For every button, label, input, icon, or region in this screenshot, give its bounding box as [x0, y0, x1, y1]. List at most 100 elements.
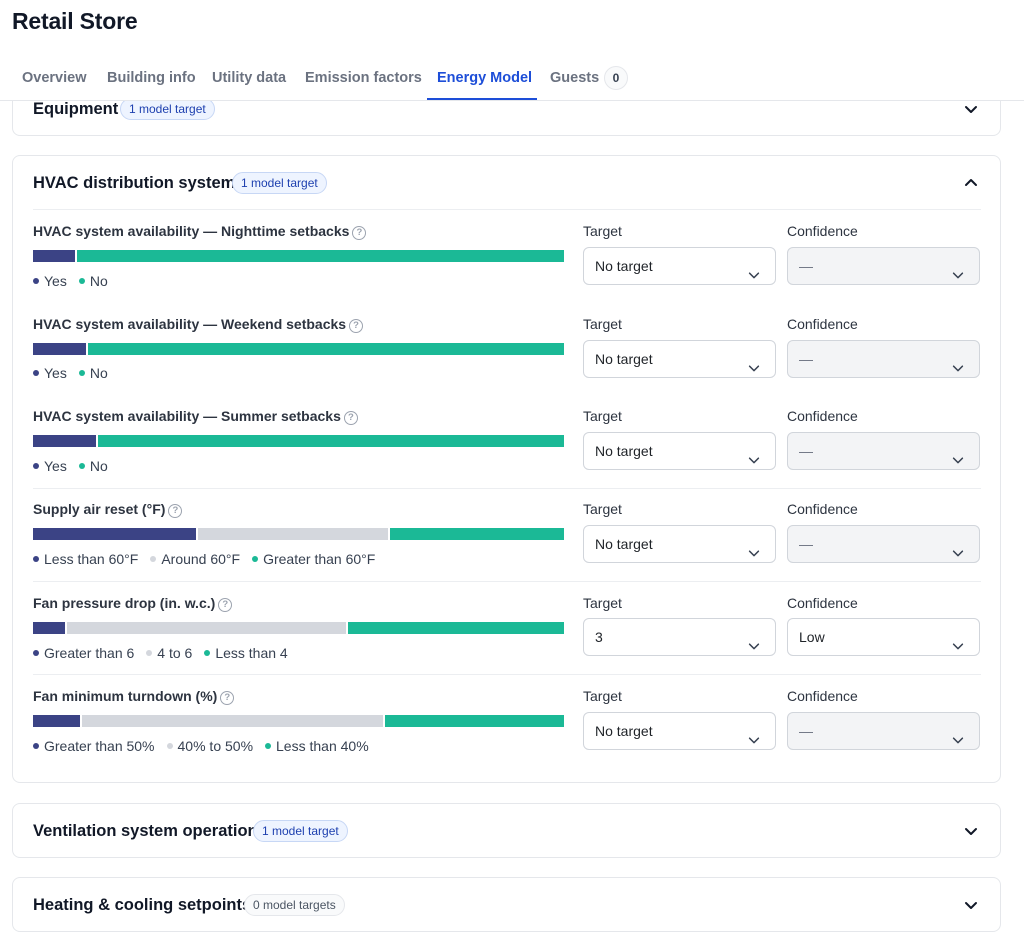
legend-label: 4 to 6: [157, 645, 193, 661]
legend-item: Greater than 6: [33, 645, 134, 661]
distribution-bar: [33, 715, 565, 727]
chevron-down-icon[interactable]: [963, 101, 979, 117]
target-select[interactable]: No target: [583, 340, 776, 378]
section-heating-cooling-setpoints[interactable]: Heating & cooling setpoints 0 model targ…: [12, 877, 1001, 932]
legend-label: Greater than 6: [44, 645, 135, 661]
confidence-label: Confidence: [787, 501, 858, 517]
chevron-down-icon: [747, 724, 761, 760]
question-label: HVAC system availability — Summer setbac…: [33, 408, 358, 425]
question-label: Supply air reset (°F)?: [33, 501, 183, 518]
target-select[interactable]: No target: [583, 247, 776, 285]
section-title: Heating & cooling setpoints: [33, 896, 252, 914]
chevron-down-icon: [747, 444, 761, 480]
chevron-down-icon: [951, 352, 965, 388]
legend-dot: [33, 463, 39, 469]
model-target-badge: 1 model target: [120, 98, 215, 120]
chevron-down-icon: [951, 537, 965, 573]
chevron-down-icon: [747, 630, 761, 666]
question-label: Fan pressure drop (in. w.c.)?: [33, 595, 233, 612]
question-circle-icon[interactable]: ?: [218, 598, 233, 612]
question-circle-icon[interactable]: ?: [349, 319, 364, 333]
divider: [33, 674, 981, 675]
confidence-select[interactable]: —: [787, 340, 980, 378]
section-title: HVAC distribution system: [33, 174, 236, 192]
section-ventilation-system-operation[interactable]: Ventilation system operation 1 model tar…: [12, 803, 1001, 858]
legend: Yes No: [33, 458, 108, 474]
legend: Yes No: [33, 273, 108, 289]
target-label: Target: [583, 688, 622, 704]
legend-label: Greater than 50%: [44, 738, 155, 754]
bar-segment-no: [98, 435, 564, 447]
legend-item: 40% to 50%: [166, 738, 254, 754]
bar-segment-less-than-40: [384, 715, 565, 727]
question-circle-icon[interactable]: ?: [220, 691, 235, 705]
legend: Less than 60°F Around 60°F Greater than 60…: [33, 551, 375, 567]
tab-building-info[interactable]: Building info: [107, 70, 196, 86]
tab-energy-model[interactable]: Energy Model: [437, 70, 533, 86]
chevron-down-icon: [747, 352, 761, 388]
guests-count-badge: 0: [604, 66, 628, 90]
legend-dot: [265, 743, 272, 749]
tab-overview[interactable]: Overview: [22, 70, 87, 86]
chevron-up-icon[interactable]: [963, 175, 979, 191]
target-select[interactable]: 3: [583, 618, 776, 656]
legend-item: Yes: [33, 365, 67, 381]
model-target-badge: 0 model targets: [244, 894, 345, 916]
bar-segment-greater-than-6: [33, 622, 65, 634]
legend-item: Less than 60°F: [33, 551, 138, 567]
legend: Greater than 6 4 to 6 Less than 4: [33, 645, 288, 661]
tab-emission-factors[interactable]: Emission factors: [305, 70, 422, 86]
confidence-select[interactable]: —: [787, 247, 980, 285]
section-title: Equipment: [33, 100, 119, 118]
legend-label: Less than 40%: [276, 738, 369, 754]
bar-segment-greater-than-50: [33, 715, 81, 727]
target-label: Target: [583, 595, 622, 611]
confidence-label: Confidence: [787, 688, 858, 704]
active-tab-indicator: [427, 98, 537, 100]
bar-segment-greater-than-60-f: [390, 528, 564, 540]
question-label: HVAC system availability — Weekend setba…: [33, 316, 364, 333]
confidence-select[interactable]: Low: [787, 618, 980, 656]
distribution-bar: [33, 528, 564, 540]
target-select[interactable]: No target: [583, 432, 776, 470]
page-title: Retail Store: [12, 8, 138, 34]
legend-dot: [33, 743, 39, 749]
question-label: HVAC system availability — Nighttime set…: [33, 223, 367, 240]
model-target-badge: 1 model target: [232, 172, 327, 194]
chevron-down-icon: [951, 630, 965, 666]
divider: [33, 581, 981, 582]
target-select[interactable]: No target: [583, 712, 776, 750]
question-label: Fan minimum turndown (%)?: [33, 688, 235, 705]
bar-segment-less-than-60-f: [33, 528, 197, 540]
legend-dot: [33, 650, 39, 656]
legend-item: Greater than 50%: [33, 738, 155, 754]
confidence-select[interactable]: —: [787, 712, 980, 750]
confidence-select[interactable]: —: [787, 525, 980, 563]
legend-label: Greater than 60°F: [263, 551, 376, 567]
legend-dot: [78, 370, 85, 376]
tab-guests[interactable]: Guests: [550, 70, 600, 86]
legend-item: No: [78, 273, 108, 289]
divider: [33, 488, 981, 489]
bar-segment-less-than-4: [347, 622, 564, 634]
legend-dot: [166, 743, 173, 749]
legend-dot: [33, 370, 39, 376]
question-circle-icon[interactable]: ?: [352, 226, 367, 240]
legend-item: Yes: [33, 273, 67, 289]
legend-label: 40% to 50%: [177, 738, 254, 754]
question-circle-icon[interactable]: ?: [343, 411, 358, 425]
confidence-select[interactable]: —: [787, 432, 980, 470]
legend-item: Yes: [33, 458, 67, 474]
chevron-down-icon[interactable]: [963, 897, 979, 913]
chevron-down-icon: [747, 537, 761, 573]
confidence-label: Confidence: [787, 316, 858, 332]
tab-utility-data[interactable]: Utility data: [212, 70, 287, 86]
chevron-down-icon: [747, 259, 761, 295]
legend-dot: [78, 463, 85, 469]
question-circle-icon[interactable]: ?: [168, 504, 183, 518]
legend-dot: [150, 556, 157, 562]
chevron-down-icon[interactable]: [963, 823, 979, 839]
confidence-label: Confidence: [787, 595, 858, 611]
target-select[interactable]: No target: [583, 525, 776, 563]
legend: Yes No: [33, 365, 108, 381]
